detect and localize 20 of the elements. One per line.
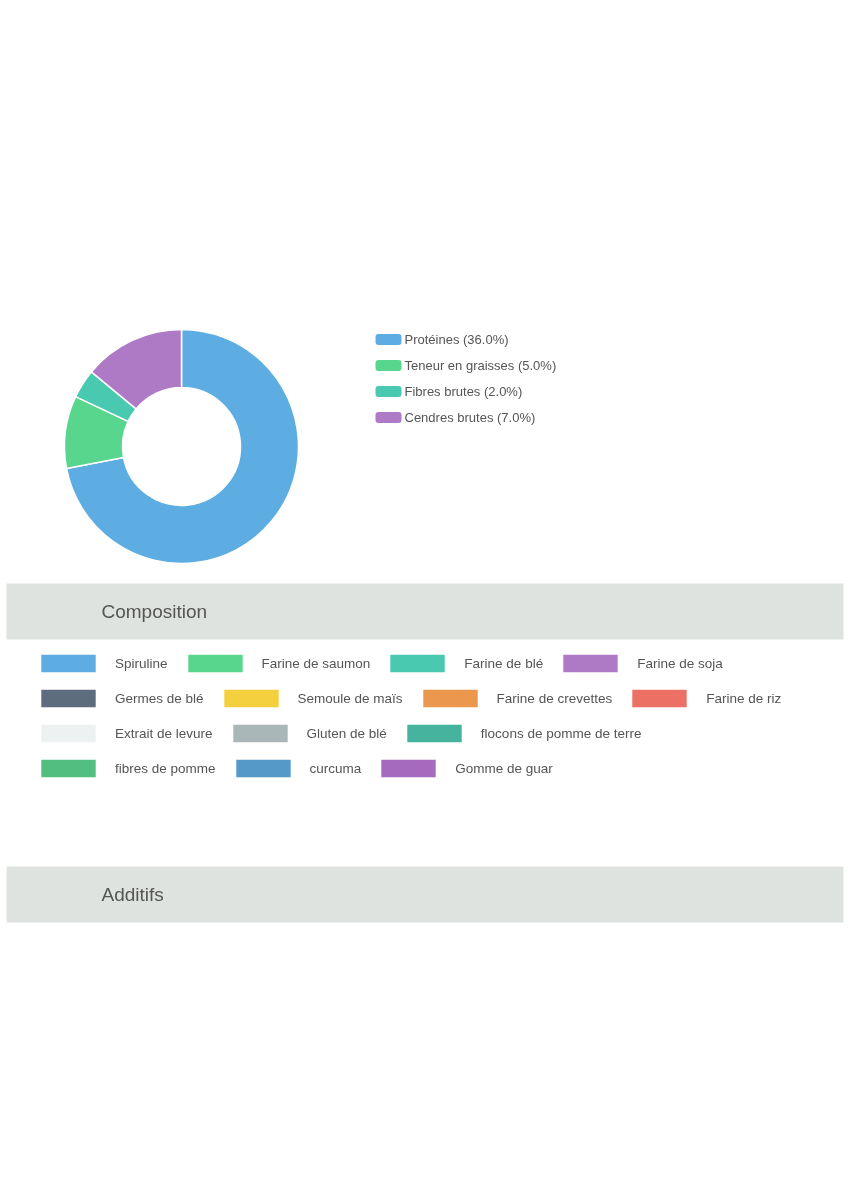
category-label: Farine de saumon: [261, 655, 371, 671]
category-label: Gomme de guar: [455, 760, 553, 776]
category-label: Germes de blé: [115, 690, 204, 706]
category-label: Gluten de blé: [306, 725, 387, 741]
category-label: Semoule de maïs: [297, 690, 403, 706]
legend-label: Protéines (36.0%): [404, 332, 509, 347]
category-label: Farine de riz: [706, 690, 782, 706]
text: Composition: [101, 601, 208, 622]
category-label: flocons de pomme de terre: [480, 725, 642, 741]
category-label: Farine de crevettes: [496, 690, 613, 706]
category-label: curcuma: [309, 760, 362, 776]
legend-label: Fibres brutes (2.0%): [404, 384, 523, 399]
category-label: fibres de pomme: [115, 760, 216, 776]
legend-label: Cendres brutes (7.0%): [404, 410, 536, 425]
category-label: Farine de blé: [464, 655, 544, 671]
text: Additifs: [101, 884, 164, 905]
category-label: Spiruline: [115, 655, 168, 671]
legend-label: Teneur en graisses (5.0%): [404, 358, 557, 373]
category-label: Farine de soja: [637, 655, 723, 671]
category-label: Extrait de levure: [115, 725, 213, 741]
